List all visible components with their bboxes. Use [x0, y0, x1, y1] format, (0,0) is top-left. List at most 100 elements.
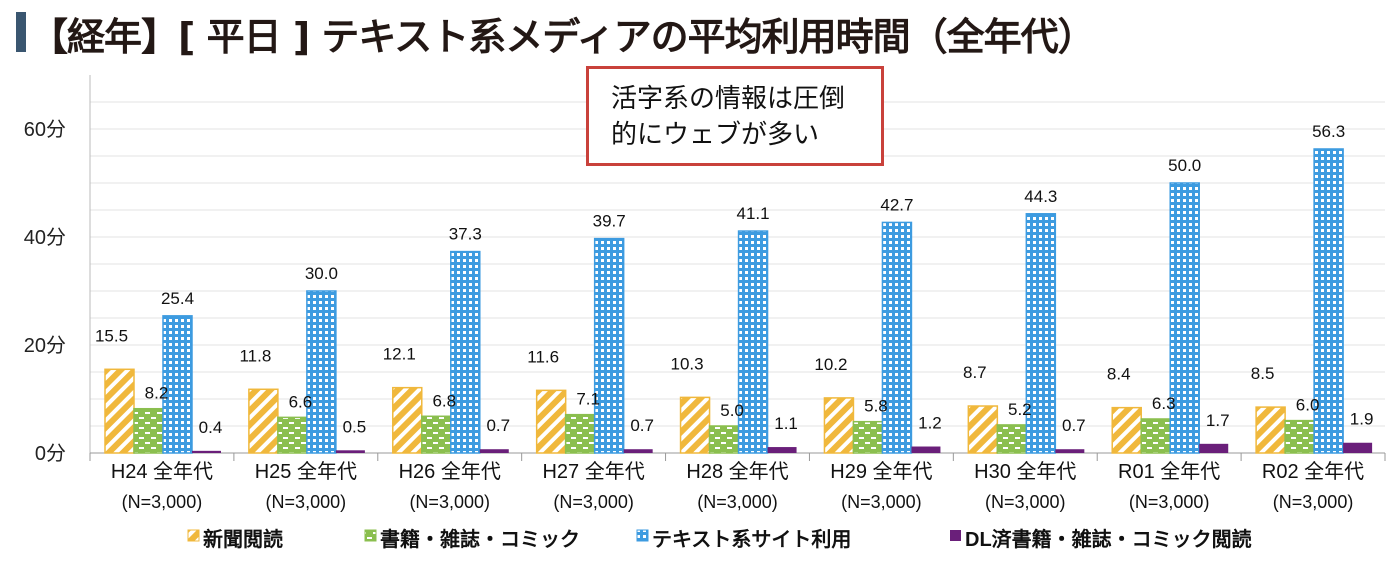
category-label: H24 全年代	[111, 460, 213, 483]
bar	[1313, 148, 1344, 454]
data-label: 8.2	[145, 384, 169, 403]
legend-swatch	[636, 529, 649, 542]
callout-box: 活字系の情報は圧倒 的にウェブが多い	[586, 66, 884, 166]
bar	[1255, 406, 1286, 454]
data-label: 6.6	[289, 392, 313, 411]
y-tick-label: 0分	[35, 442, 66, 465]
data-label: 6.0	[1296, 396, 1320, 415]
callout-line-1: 活字系の情報は圧倒	[611, 84, 846, 114]
y-tick-label: 20分	[24, 334, 66, 357]
bar	[823, 397, 855, 454]
category-sample-size: (N=3,000)	[1273, 492, 1354, 512]
bar	[679, 396, 711, 454]
data-label: 1.2	[918, 414, 942, 433]
data-label: 0.7	[486, 416, 510, 435]
category-label: R02 全年代	[1262, 460, 1364, 483]
data-label: 5.2	[1008, 400, 1032, 419]
data-label: 39.7	[593, 212, 626, 231]
bar	[306, 290, 337, 454]
data-label: 1.1	[774, 414, 798, 433]
data-label: 0.4	[199, 418, 223, 437]
category-label: H30 全年代	[974, 460, 1076, 483]
data-label: 50.0	[1168, 156, 1201, 175]
legend-label: テキスト系サイト利用	[652, 528, 851, 551]
bar	[277, 416, 308, 454]
data-label: 1.7	[1206, 411, 1230, 430]
data-label: 10.2	[814, 355, 847, 374]
category-label: R01 全年代	[1118, 460, 1220, 483]
category-sample-size: (N=3,000)	[1129, 492, 1210, 512]
category-sample-size: (N=3,000)	[697, 492, 778, 512]
data-label: 15.5	[95, 326, 128, 345]
data-label: 8.7	[963, 363, 987, 382]
bar	[881, 221, 913, 454]
data-label: 41.1	[737, 204, 770, 223]
data-label: 6.3	[1152, 394, 1176, 413]
bar	[104, 368, 135, 454]
category-label: H25 全年代	[255, 460, 357, 483]
bar	[1140, 418, 1171, 454]
bar	[967, 405, 999, 454]
bar	[248, 388, 279, 454]
data-label: 11.8	[239, 346, 271, 365]
data-label: 37.3	[449, 225, 482, 244]
data-label: 0.5	[343, 417, 367, 436]
legend-label: DL済書籍・雑誌・コミック閲読	[965, 527, 1252, 551]
category-label: H28 全年代	[686, 460, 788, 483]
data-label: 42.7	[880, 195, 913, 214]
category-sample-size: (N=3,000)	[841, 492, 922, 512]
category-sample-size: (N=3,000)	[985, 492, 1066, 512]
legend-label: 書籍・雑誌・コミック	[380, 527, 580, 551]
data-label: 12.1	[383, 345, 416, 364]
bar	[192, 450, 221, 453]
data-label: 44.3	[1024, 187, 1057, 206]
legend-swatch	[950, 530, 961, 541]
data-label: 0.7	[1062, 416, 1086, 435]
data-label: 11.6	[527, 347, 559, 366]
bar	[593, 237, 625, 454]
bar	[421, 415, 452, 454]
bar	[564, 413, 596, 454]
data-label: 30.0	[305, 264, 338, 283]
y-tick-label: 60分	[24, 118, 66, 141]
bar	[1111, 406, 1142, 454]
bar	[392, 386, 423, 454]
bar	[450, 250, 481, 454]
bar	[911, 446, 941, 453]
chart-title: 【経年】[ 平日 ] テキスト系メディアの平均利用時間（全年代）	[30, 15, 1096, 59]
data-label: 5.8	[864, 397, 888, 416]
bar	[1055, 449, 1085, 453]
bar	[767, 447, 797, 453]
data-label: 6.8	[432, 391, 456, 410]
data-label: 5.0	[720, 401, 744, 420]
bar	[1169, 182, 1200, 454]
data-label: 8.5	[1251, 364, 1275, 383]
bar	[133, 407, 164, 454]
callout-line-2: 的にウェブが多い	[611, 120, 820, 150]
bar	[162, 315, 193, 454]
data-label: 8.4	[1107, 365, 1131, 384]
data-label: 56.3	[1312, 122, 1345, 141]
data-label: 7.1	[576, 390, 600, 409]
bar	[737, 230, 769, 454]
bar	[535, 389, 567, 454]
bar	[708, 425, 740, 454]
y-tick-label: 40分	[24, 226, 66, 249]
category-label: H29 全年代	[830, 460, 932, 483]
legend-swatch	[187, 529, 200, 542]
data-label: 10.3	[671, 354, 704, 373]
bar	[1284, 419, 1315, 454]
legend-label: 新聞閲読	[203, 527, 283, 551]
legend-swatch	[364, 529, 377, 542]
category-label: H27 全年代	[542, 460, 644, 483]
bar	[623, 449, 653, 453]
category-sample-size: (N=3,000)	[553, 492, 634, 512]
bar	[1199, 443, 1229, 453]
category-sample-size: (N=3,000)	[266, 492, 347, 512]
bar	[1025, 213, 1057, 454]
data-label: 25.4	[161, 289, 194, 308]
category-sample-size: (N=3,000)	[122, 492, 203, 512]
data-label: 1.9	[1350, 410, 1374, 429]
bar	[1343, 442, 1373, 453]
